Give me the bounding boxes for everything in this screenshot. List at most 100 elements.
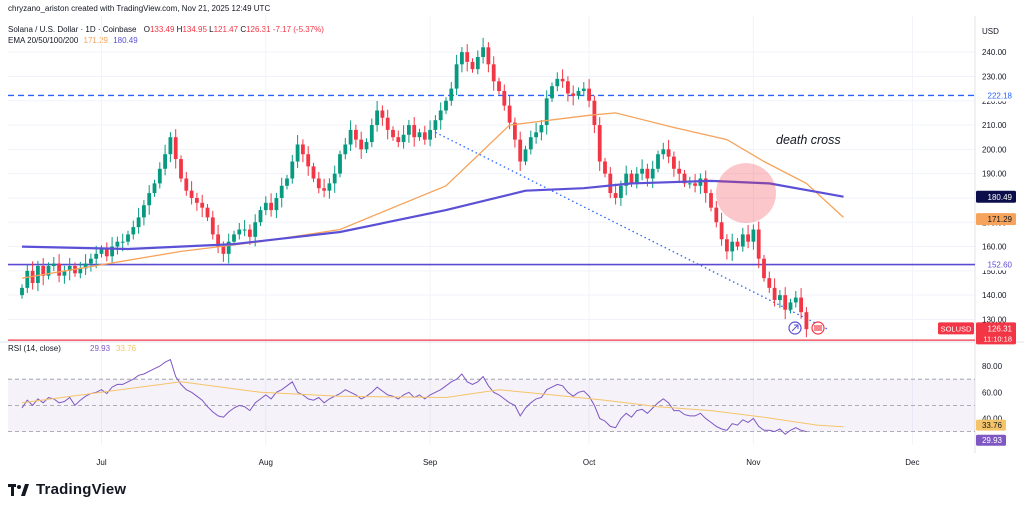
- candle[interactable]: [36, 265, 40, 283]
- candle[interactable]: [62, 270, 67, 276]
- candle[interactable]: [746, 234, 750, 242]
- candle[interactable]: [290, 161, 295, 179]
- candle[interactable]: [210, 217, 215, 235]
- candle[interactable]: [67, 265, 72, 271]
- candle[interactable]: [375, 110, 379, 126]
- candle[interactable]: [634, 173, 639, 184]
- candle[interactable]: [242, 229, 247, 231]
- candle[interactable]: [248, 229, 252, 237]
- candle[interactable]: [179, 159, 183, 179]
- candle[interactable]: [783, 295, 788, 310]
- candle[interactable]: [359, 139, 364, 150]
- ema-legend[interactable]: EMA 20/50/100/200 171.29 180.49: [8, 36, 138, 45]
- candle[interactable]: [714, 207, 719, 223]
- candle[interactable]: [306, 154, 311, 167]
- candle[interactable]: [83, 263, 88, 269]
- candle[interactable]: [804, 312, 809, 330]
- candle[interactable]: [142, 205, 146, 218]
- candle[interactable]: [587, 88, 591, 101]
- candle[interactable]: [189, 190, 194, 198]
- candle[interactable]: [136, 217, 141, 228]
- candle[interactable]: [295, 144, 300, 162]
- badge-rsi-ma[interactable]: 33.76: [976, 419, 1006, 431]
- candle[interactable]: [332, 173, 337, 184]
- candle[interactable]: [253, 222, 258, 237]
- candle[interactable]: [263, 202, 268, 211]
- candle[interactable]: [157, 168, 162, 184]
- badge-ema-slow[interactable]: 180.49: [976, 190, 1016, 203]
- candle[interactable]: [120, 241, 125, 243]
- death-cross-circle[interactable]: [716, 163, 776, 224]
- candle[interactable]: [666, 149, 671, 157]
- candle[interactable]: [454, 64, 459, 89]
- candle[interactable]: [677, 168, 682, 174]
- candle[interactable]: [417, 132, 422, 138]
- candle[interactable]: [502, 91, 507, 106]
- candle[interactable]: [433, 120, 438, 130]
- candle[interactable]: [338, 154, 342, 174]
- candle[interactable]: [131, 227, 136, 235]
- candle[interactable]: [89, 258, 93, 264]
- candle[interactable]: [41, 265, 46, 276]
- candle[interactable]: [613, 193, 618, 198]
- candle[interactable]: [539, 125, 544, 133]
- badge-symbol[interactable]: SOLUSD: [938, 322, 974, 335]
- candle[interactable]: [460, 52, 464, 65]
- candle[interactable]: [110, 246, 114, 257]
- badge-rsi[interactable]: 29.93: [976, 434, 1006, 446]
- candle[interactable]: [703, 178, 708, 194]
- candle[interactable]: [269, 202, 273, 211]
- candle[interactable]: [581, 88, 586, 92]
- candle[interactable]: [793, 297, 798, 303]
- candle[interactable]: [401, 134, 406, 143]
- candle[interactable]: [603, 161, 607, 174]
- candle[interactable]: [380, 110, 385, 118]
- candle[interactable]: [645, 168, 650, 179]
- badge-ema-fast[interactable]: 171.29: [976, 213, 1016, 226]
- candle[interactable]: [115, 241, 120, 247]
- candle[interactable]: [762, 258, 766, 279]
- candle[interactable]: [661, 149, 666, 155]
- candle[interactable]: [650, 168, 655, 179]
- candle[interactable]: [348, 129, 353, 145]
- event-icons[interactable]: [788, 321, 825, 335]
- candle[interactable]: [491, 64, 496, 82]
- candle[interactable]: [274, 197, 279, 211]
- candle[interactable]: [592, 100, 597, 126]
- candle[interactable]: [385, 117, 390, 130]
- candle[interactable]: [624, 173, 629, 186]
- candle[interactable]: [184, 178, 189, 191]
- candle[interactable]: [682, 173, 687, 184]
- candle[interactable]: [656, 154, 660, 169]
- candle[interactable]: [285, 178, 289, 186]
- candle[interactable]: [475, 57, 480, 70]
- candle[interactable]: [232, 234, 236, 242]
- candle[interactable]: [566, 81, 570, 94]
- candle[interactable]: [311, 166, 316, 179]
- candle[interactable]: [619, 185, 623, 198]
- candle[interactable]: [152, 183, 157, 194]
- candle[interactable]: [576, 91, 581, 96]
- candle[interactable]: [226, 241, 231, 254]
- candle[interactable]: [772, 287, 777, 301]
- candle[interactable]: [200, 202, 205, 208]
- symbol-title[interactable]: Solana / U.S. Dollar · 1D · Coinbase: [8, 25, 137, 34]
- candle[interactable]: [513, 122, 517, 140]
- candle[interactable]: [221, 246, 226, 254]
- candle[interactable]: [94, 253, 99, 259]
- candle[interactable]: [391, 129, 395, 138]
- candle[interactable]: [629, 173, 634, 184]
- candle[interactable]: [544, 98, 549, 126]
- candle[interactable]: [640, 168, 644, 174]
- candle[interactable]: [735, 241, 740, 247]
- ema-slow-line[interactable]: [21, 179, 844, 251]
- candle[interactable]: [571, 93, 576, 96]
- candle[interactable]: [327, 183, 332, 191]
- candle[interactable]: [470, 61, 475, 70]
- candle[interactable]: [597, 125, 602, 162]
- candle[interactable]: [799, 297, 803, 313]
- candle[interactable]: [412, 125, 417, 138]
- trendline[interactable]: [435, 131, 828, 330]
- candle[interactable]: [322, 188, 326, 191]
